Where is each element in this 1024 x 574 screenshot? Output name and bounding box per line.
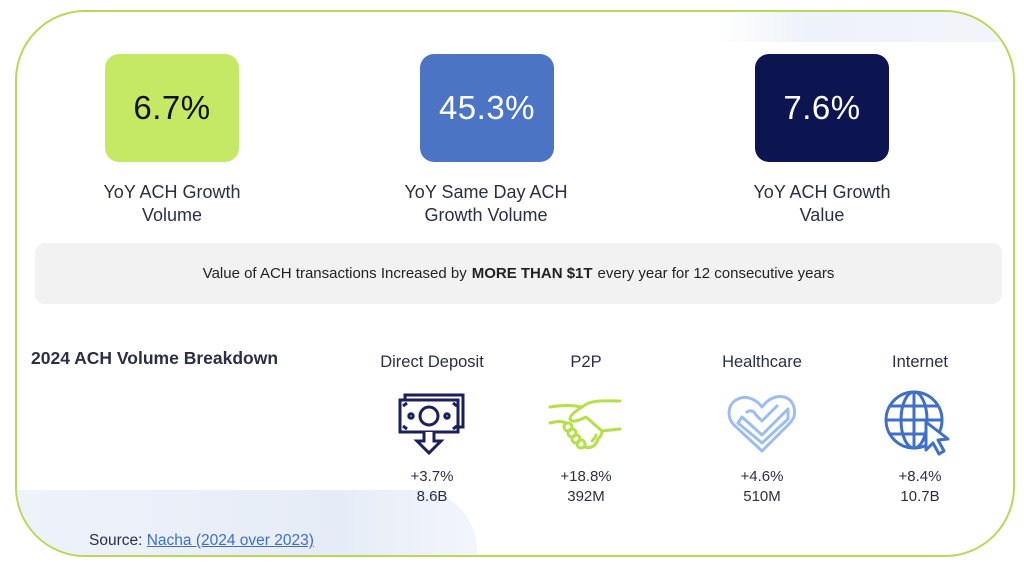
stat-label-same-day-ach-growth: YoY Same Day ACH Growth Volume xyxy=(356,181,616,227)
category-volume: 392M xyxy=(567,488,605,505)
category-volume: 10.7B xyxy=(900,488,940,505)
stat-card-same-day-ach-growth: 45.3% xyxy=(420,54,554,162)
category-change: +8.4% xyxy=(898,468,942,485)
stat-card-ach-growth-volume: 6.7% xyxy=(105,54,239,162)
stat-label-ach-growth-value: YoY ACH Growth Value xyxy=(692,181,952,227)
highlight-banner: Value of ACH transactions Increased by M… xyxy=(35,243,1002,304)
stat-value: 45.3% xyxy=(438,89,536,126)
decorative-shade-bottom xyxy=(17,490,477,555)
globe-cursor-icon xyxy=(840,385,1000,461)
stat-label-line: Volume xyxy=(141,205,203,225)
source-label: Source: xyxy=(89,532,143,549)
category-name: Direct Deposit xyxy=(380,353,484,371)
stat-label-line: YoY Same Day ACH xyxy=(404,182,568,202)
stat-label-line: Growth Volume xyxy=(424,205,548,225)
money-deposit-icon xyxy=(352,385,512,461)
category-healthcare: Healthcare +4.6% 510M xyxy=(682,353,842,507)
category-p2p: P2P +18.8% 392M xyxy=(506,353,666,507)
source-citation: Source: Nacha (2024 over 2023) xyxy=(89,532,314,550)
section-title: 2024 ACH Volume Breakdown xyxy=(31,348,279,368)
stat-value: 6.7% xyxy=(133,89,211,126)
banner-suffix: every year for 12 consecutive years xyxy=(597,265,835,282)
stat-label-line: YoY ACH Growth xyxy=(103,182,241,202)
stat-label-line: YoY ACH Growth xyxy=(753,182,891,202)
category-change: +4.6% xyxy=(740,468,784,485)
category-volume: 8.6B xyxy=(416,488,448,505)
category-name: Internet xyxy=(892,353,948,371)
banner-emphasis: MORE THAN $1T xyxy=(471,265,593,282)
source-link[interactable]: Nacha (2024 over 2023) xyxy=(146,532,314,549)
category-name: Healthcare xyxy=(722,353,802,371)
banner-prefix: Value of ACH transactions Increased by xyxy=(202,265,467,282)
stat-card-ach-growth-value: 7.6% xyxy=(755,54,889,162)
category-direct-deposit: Direct Deposit +3.7% 8.6B xyxy=(352,353,512,507)
category-internet: Internet +8.4% 10.7B xyxy=(840,353,1000,507)
stat-label-line: Value xyxy=(799,205,845,225)
stat-value: 7.6% xyxy=(783,89,861,126)
category-volume: 510M xyxy=(743,488,781,505)
stat-label-ach-growth-volume: YoY ACH Growth Volume xyxy=(42,181,302,227)
decorative-shade-top xyxy=(717,12,1013,42)
heart-check-icon xyxy=(682,385,842,461)
category-change: +3.7% xyxy=(410,468,454,485)
handshake-icon xyxy=(506,385,666,461)
category-change: +18.8% xyxy=(560,468,612,485)
category-name: P2P xyxy=(570,353,602,371)
